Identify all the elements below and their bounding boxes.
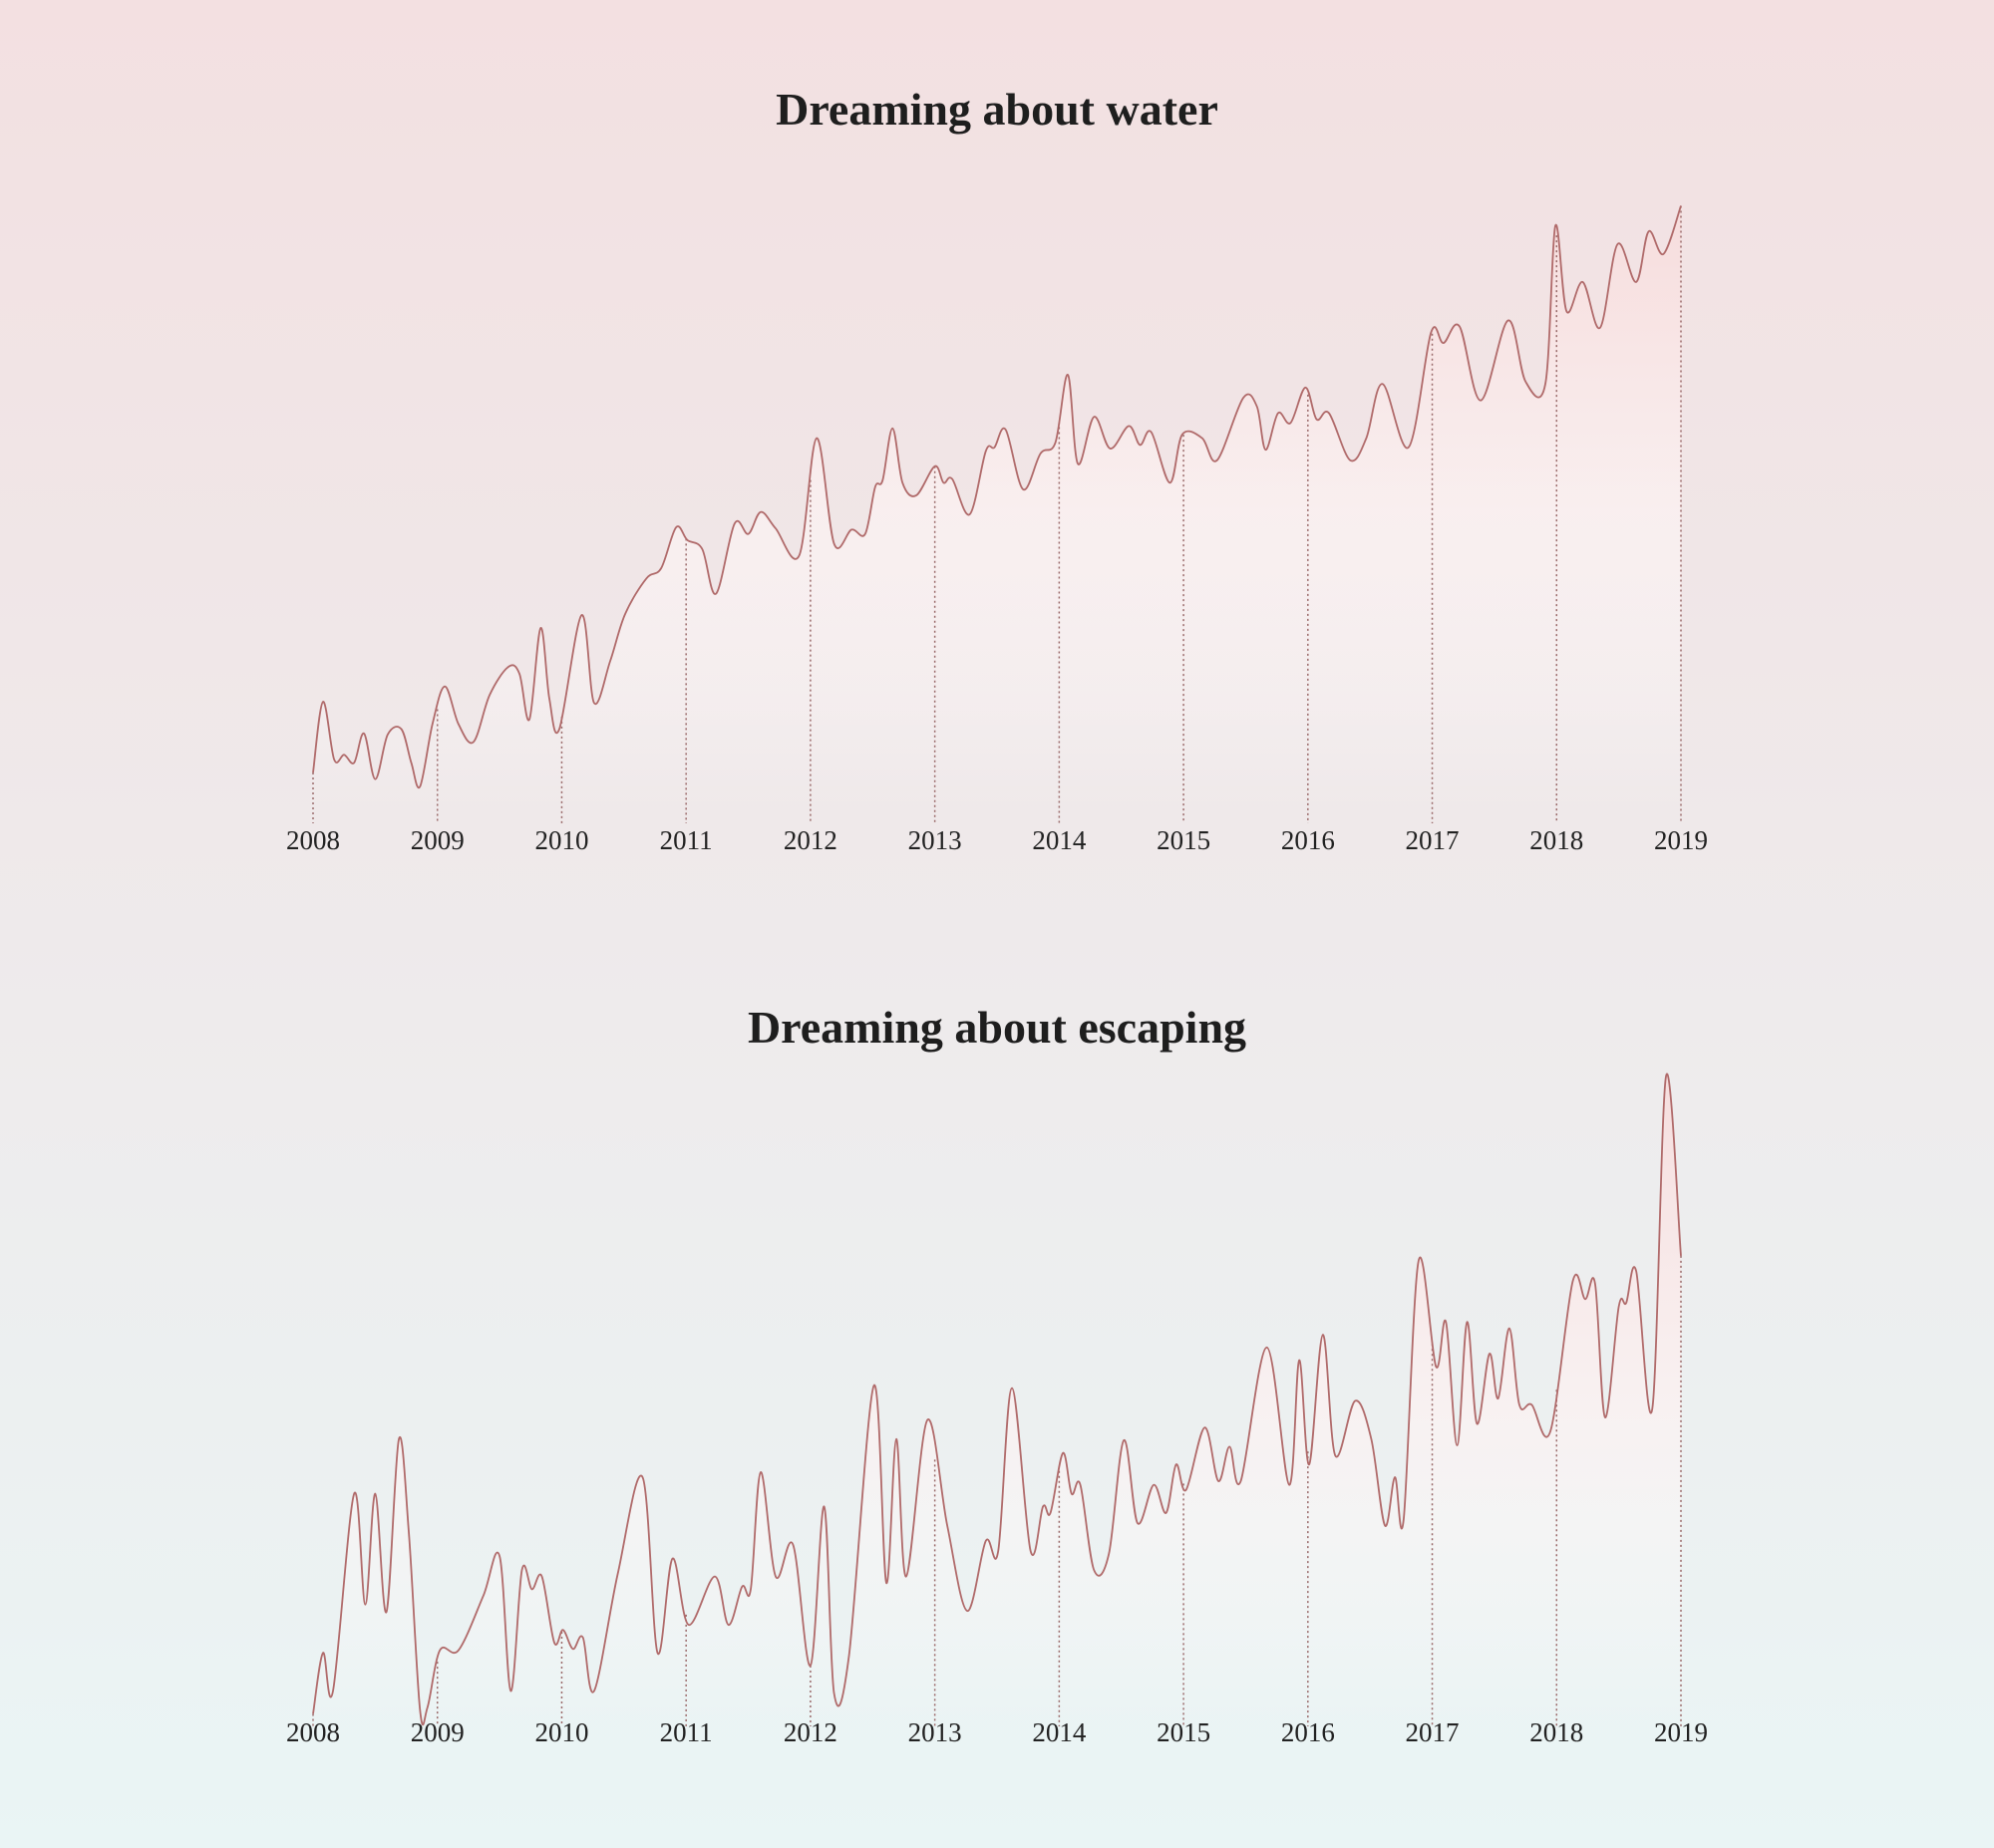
chart-title: Dreaming about water — [776, 84, 1218, 135]
x-tick-label: 2012 — [784, 1717, 837, 1747]
x-tick-label: 2017 — [1406, 825, 1460, 855]
x-tick-label: 2016 — [1281, 1717, 1335, 1747]
x-tick-label: 2014 — [1032, 825, 1087, 855]
line-area — [313, 1074, 1681, 1725]
line-area — [313, 205, 1681, 813]
x-tick-label: 2013 — [908, 1717, 962, 1747]
x-tick-label: 2011 — [660, 1717, 713, 1747]
chart-title: Dreaming about escaping — [748, 1002, 1246, 1053]
line — [312, 1073, 1682, 1726]
x-tick-label: 2019 — [1654, 825, 1708, 855]
x-tick-label: 2011 — [660, 825, 713, 855]
x-tick-label: 2019 — [1654, 1717, 1708, 1747]
x-tick-label: 2018 — [1529, 1717, 1583, 1747]
x-tick-label: 2010 — [534, 1717, 588, 1747]
x-tick-label: 2008 — [286, 825, 340, 855]
x-tick-label: 2010 — [534, 825, 588, 855]
x-tick-label: 2009 — [411, 825, 465, 855]
x-tick-label: 2017 — [1406, 1717, 1460, 1747]
x-tick-label: 2009 — [411, 1717, 465, 1747]
x-tick-label: 2018 — [1529, 825, 1583, 855]
x-tick-label: 2012 — [784, 825, 837, 855]
x-tick-label: 2016 — [1281, 825, 1335, 855]
line — [312, 205, 1682, 789]
x-tick-label: 2014 — [1032, 1717, 1087, 1747]
x-tick-label: 2008 — [286, 1717, 340, 1747]
x-tick-label: 2015 — [1157, 1717, 1210, 1747]
x-tick-label: 2013 — [908, 825, 962, 855]
x-tick-label: 2015 — [1157, 825, 1210, 855]
